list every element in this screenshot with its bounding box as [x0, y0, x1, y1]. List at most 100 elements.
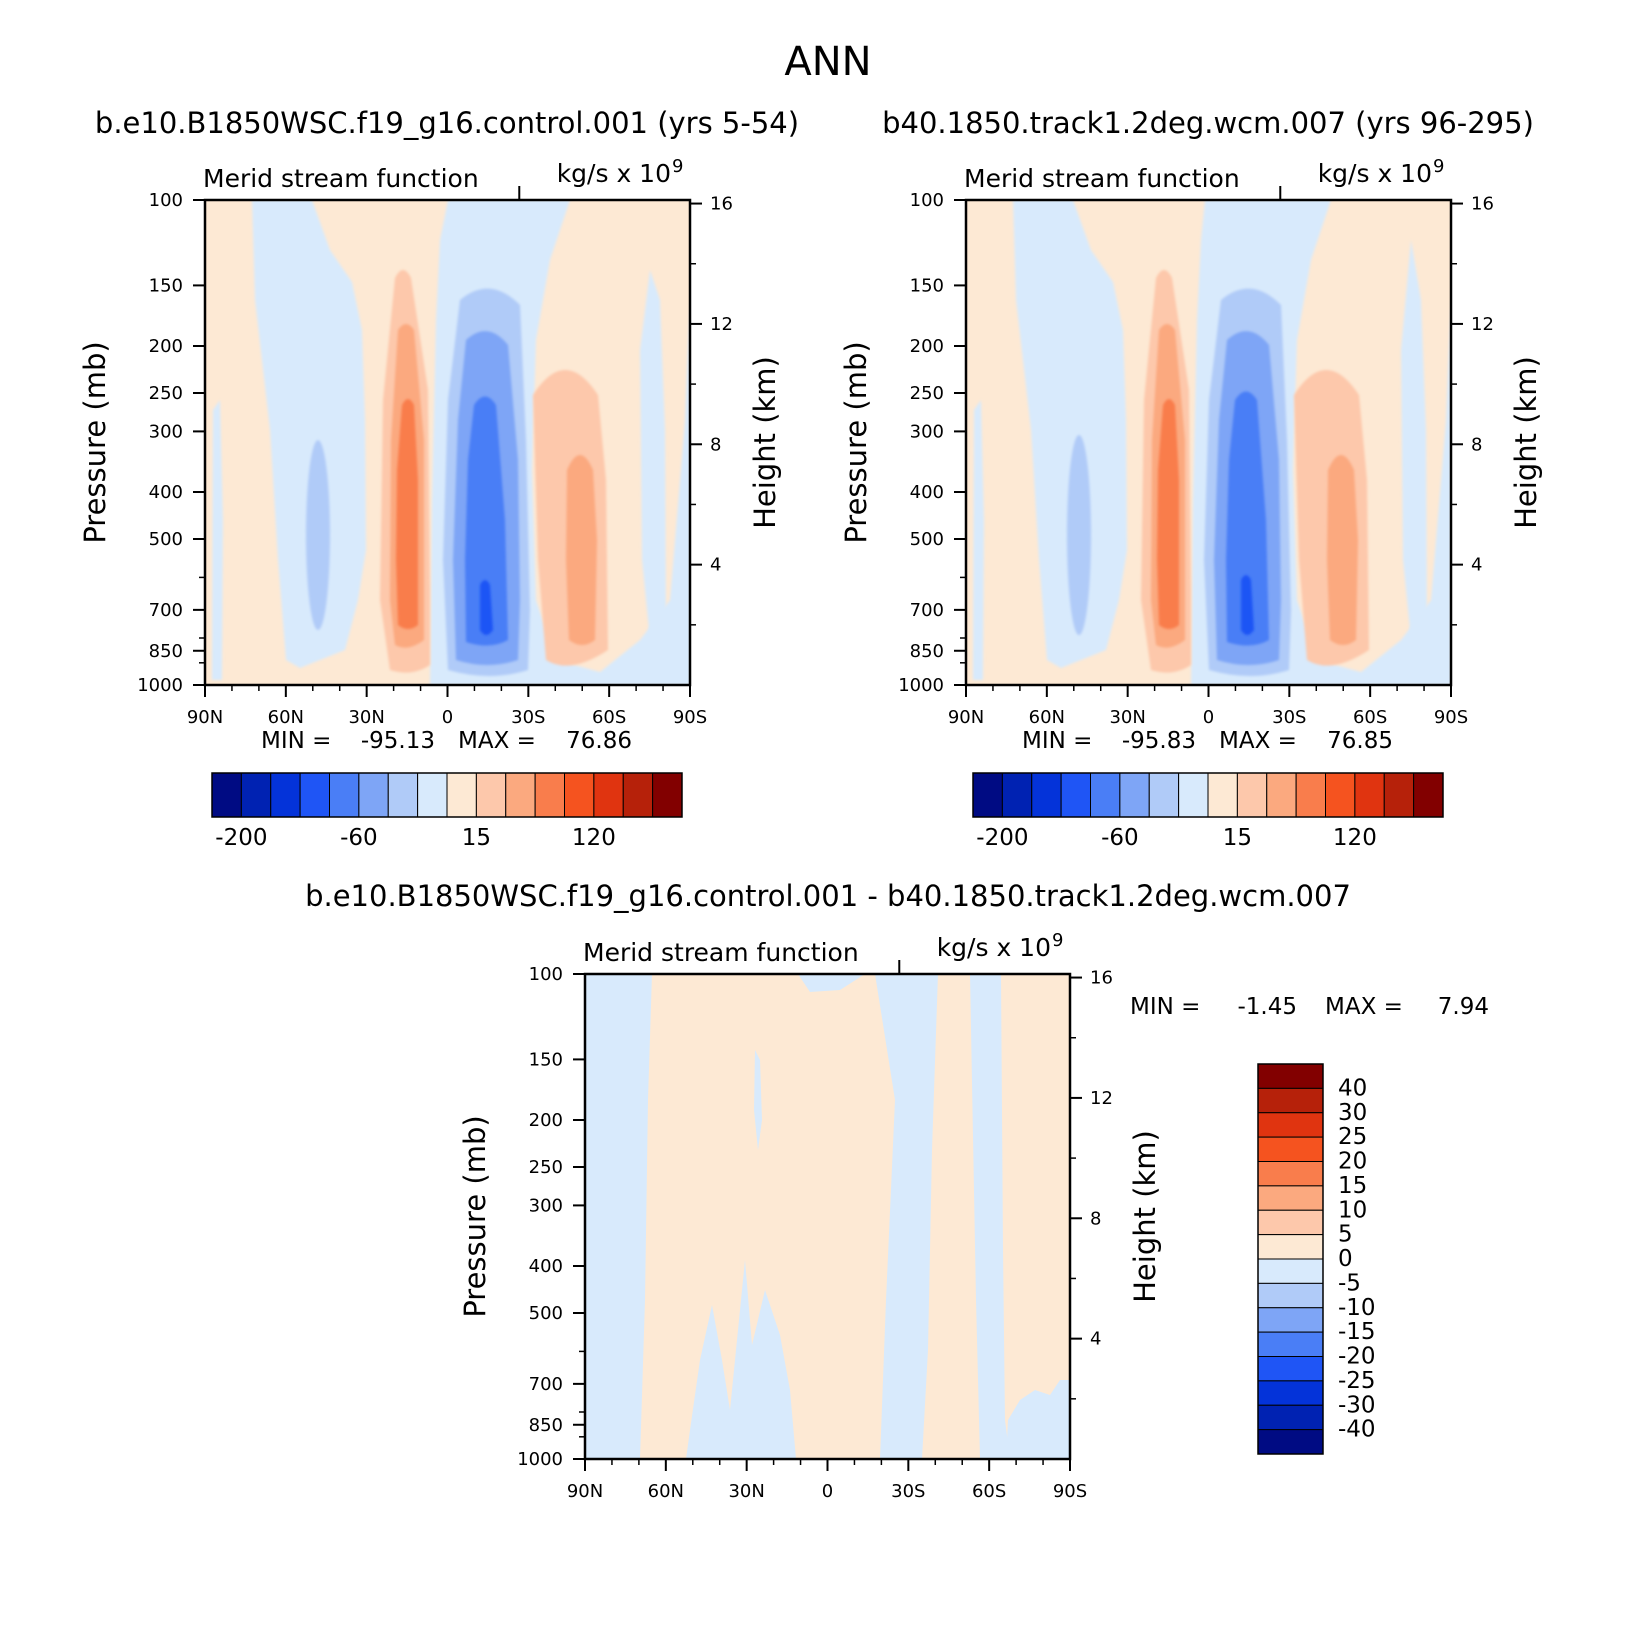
y-tick-label: 100	[529, 964, 563, 985]
contour-region-blue	[465, 396, 508, 646]
y-tick-label: 850	[529, 1415, 563, 1436]
x-tick-label: 60S	[972, 1481, 1006, 1502]
min-label: MIN =	[261, 728, 331, 754]
units-exponent: 9	[672, 156, 683, 177]
y2-tick-label: 16	[1471, 194, 1494, 215]
colorbar-box	[1266, 772, 1297, 818]
y-tick-label: 500	[149, 529, 183, 550]
contour-region-blue	[973, 400, 984, 680]
y-axis-title: Pressure (mb)	[839, 341, 873, 543]
panel-title-control: b.e10.B1850WSC.f19_g16.control.001 (yrs …	[95, 106, 799, 140]
y2-axis-title: Height (km)	[748, 356, 782, 529]
colorbar-box	[211, 772, 242, 818]
colorbar-label: -20	[1338, 1344, 1376, 1370]
colorbar-box	[972, 772, 1003, 818]
y2-tick-label: 8	[1471, 434, 1482, 455]
x-tick-label: 30S	[511, 707, 545, 728]
y-tick-label: 1000	[517, 1449, 563, 1470]
colorbar-box	[1383, 772, 1415, 818]
contour-region-blue	[1067, 435, 1091, 635]
colorbar-label: 40	[1338, 1075, 1367, 1101]
colorbar-box	[446, 772, 477, 818]
colorbar-label: 15	[462, 825, 491, 851]
contour-region-blue	[875, 974, 938, 1459]
y-axis-title: Pressure (mb)	[78, 341, 112, 543]
max-label: MAX =	[1219, 728, 1297, 754]
max-label: MAX =	[1325, 994, 1403, 1020]
y2-axis-title: Height (km)	[1128, 1130, 1162, 1303]
x-tick-label: 90S	[1434, 707, 1468, 728]
x-tick-label: 60S	[592, 707, 626, 728]
y-tick-label: 700	[529, 1374, 563, 1395]
contour-region-red	[1327, 455, 1358, 645]
colorbar-label: 15	[1338, 1173, 1367, 1199]
colorbar-box	[1257, 1087, 1324, 1114]
colorbar-box	[1257, 1258, 1324, 1284]
units-label: kg/s x 10	[1318, 159, 1432, 188]
contour-region-blue	[480, 580, 493, 635]
colorbar-label: 10	[1338, 1197, 1367, 1223]
colorbar-box	[475, 772, 507, 818]
y2-tick-label: 16	[710, 194, 733, 215]
colorbar-box	[652, 772, 683, 818]
units-label: kg/s x 10	[937, 933, 1051, 962]
colorbar-box	[387, 772, 419, 818]
y-tick-label: 500	[910, 529, 944, 550]
colorbar-label: -40	[1338, 1417, 1376, 1443]
colorbar-box	[1257, 1356, 1324, 1382]
colorbar-control: -200 -60 15 120	[211, 772, 683, 851]
colorbar-box	[240, 772, 272, 818]
contour-region-blue	[252, 200, 366, 668]
colorbar-label: -60	[1101, 825, 1139, 851]
colorbar-box	[1257, 1282, 1324, 1309]
panel-title-track: b40.1850.track1.2deg.wcm.007 (yrs 96-295…	[882, 106, 1534, 140]
max-label: MAX =	[458, 728, 536, 754]
min-value: -95.83	[1122, 728, 1196, 754]
colorbar-box	[593, 772, 624, 818]
max-value: 7.94	[1438, 994, 1489, 1020]
colorbar-label: 120	[572, 825, 616, 851]
colorbar-label: 30	[1338, 1100, 1367, 1126]
contour-region-blue	[212, 400, 223, 680]
contour-region-blue	[585, 974, 652, 1459]
y2-tick-label: 12	[710, 314, 733, 335]
y-tick-label: 200	[529, 1110, 563, 1131]
colorbar-label: -30	[1338, 1392, 1376, 1418]
x-tick-label: 90N	[567, 1481, 603, 1502]
colorbar-frame	[972, 772, 1444, 818]
colorbar-box	[505, 772, 536, 818]
colorbar-label: -10	[1338, 1295, 1376, 1321]
colorbar-box	[1090, 772, 1121, 818]
x-tick-label: 60N	[648, 1481, 684, 1502]
contour-region-blue	[1241, 575, 1254, 635]
x-tick-label: 0	[822, 1481, 833, 1502]
colorbar-box	[299, 772, 330, 818]
y-tick-label: 500	[529, 1303, 563, 1324]
y-tick-label: 100	[149, 190, 183, 211]
x-tick-label: 90N	[948, 707, 984, 728]
axes-track: Merid stream function kg/s x 10 9 100 150 200…	[839, 156, 1543, 754]
colorbar-box	[1257, 1209, 1324, 1236]
y2-tick-label: 4	[1471, 555, 1482, 576]
y-tick-label: 300	[910, 421, 944, 442]
panel-control: Merid stream function kg/s x 10 9100150200…	[78, 156, 782, 851]
y-tick-label: 400	[529, 1256, 563, 1277]
x-tick-label: 30S	[1272, 707, 1306, 728]
contour-region-blue	[640, 270, 666, 640]
colorbar-box	[1178, 772, 1209, 818]
colorbar-box	[564, 772, 595, 818]
colorbar-box	[1257, 1136, 1324, 1162]
y-tick-label: 250	[529, 1157, 563, 1178]
colorbar-box	[329, 772, 360, 818]
contour-region-red	[566, 455, 597, 645]
y2-tick-label: 12	[1090, 1088, 1113, 1109]
colorbar-box	[1119, 772, 1150, 818]
colorbar-box	[1354, 772, 1385, 818]
colorbar-label: 25	[1338, 1124, 1367, 1150]
contour-region-blue	[1013, 200, 1127, 668]
contour-region-blue	[754, 1050, 762, 1150]
left-string: Merid stream function	[203, 164, 479, 193]
y-tick-label: 150	[149, 275, 183, 296]
